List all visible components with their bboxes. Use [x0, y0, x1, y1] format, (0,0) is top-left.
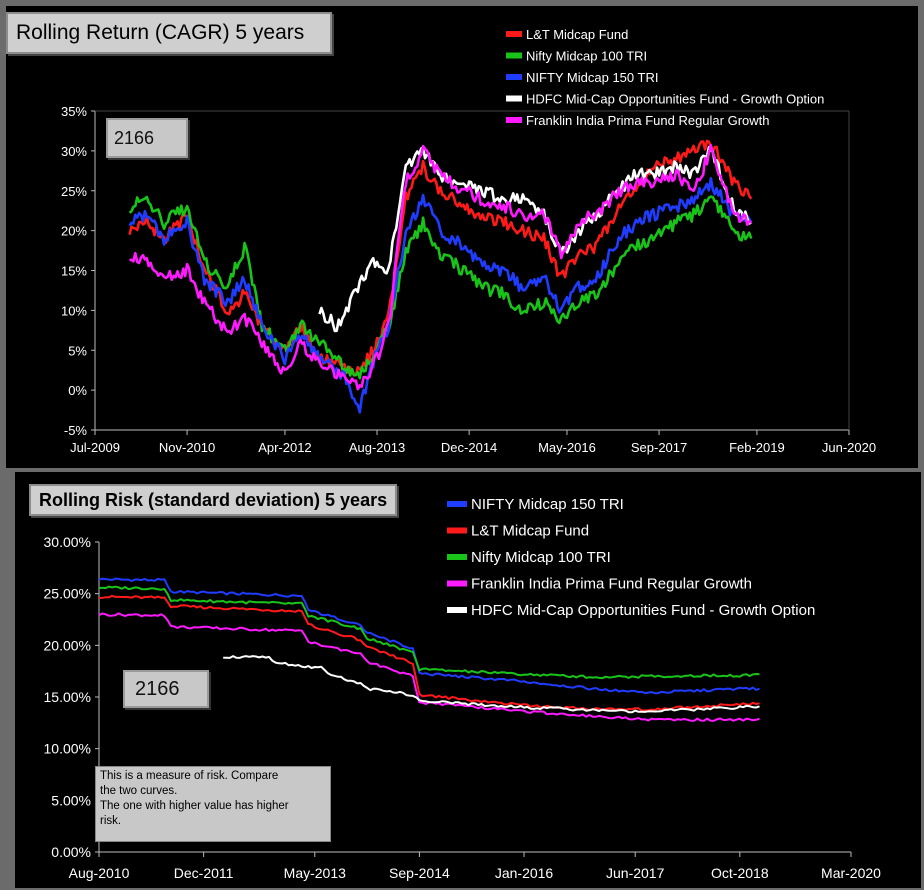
series-line	[98, 585, 760, 680]
legend-label: L&T Midcap Fund	[471, 523, 589, 540]
x-tick-label: Sep-2017	[631, 440, 687, 455]
legend-swatch	[447, 607, 467, 613]
x-tick-label: Feb-2019	[729, 440, 785, 455]
y-tick-label: 0%	[68, 383, 87, 398]
legend: NIFTY Midcap 150 TRI L&T Midcap Fund Nifty…	[447, 496, 815, 619]
x-tick-label: Jun-2020	[822, 440, 876, 455]
legend-swatch	[447, 554, 467, 560]
y-tick-label: -5%	[64, 423, 88, 438]
count-badge: 2166	[106, 118, 188, 158]
y-tick-label: 10.00%	[44, 741, 91, 757]
y-tick-label: 25%	[61, 184, 87, 199]
chart-title: Rolling Return (CAGR) 5 years	[6, 12, 332, 54]
y-tick-label: 15.00%	[44, 689, 91, 705]
x-tick-label: Oct-2018	[711, 865, 769, 881]
legend-label: NIFTY Midcap 150 TRI	[526, 70, 658, 85]
x-tick-label: Mar-2020	[821, 865, 881, 881]
y-tick-label: 0.00%	[51, 844, 91, 860]
rolling-return-chart-panel: Rolling Return (CAGR) 5 years -5% 0% 5% 10%…	[6, 6, 918, 468]
series-line	[98, 577, 760, 695]
legend-label: Franklin India Prima Fund Regular Growth	[471, 576, 752, 593]
legend-swatch	[447, 501, 467, 507]
legend-label: HDFC Mid-Cap Opportunities Fund - Growth…	[471, 602, 815, 619]
risk-note-line: This is a measure of risk. Compare	[100, 770, 279, 782]
y-tick-label: 5.00%	[51, 792, 91, 808]
legend: L&T Midcap Fund Nifty Midcap 100 TRI NIFTY…	[506, 27, 824, 128]
legend-swatch	[506, 74, 522, 80]
x-tick-label: Dec-2014	[441, 440, 497, 455]
x-tick-label: Dec-2011	[174, 865, 234, 881]
x-tick-label: Sep-2014	[389, 865, 450, 881]
x-tick-label: Jul-2009	[70, 440, 120, 455]
chart-title: Rolling Risk (standard deviation) 5 year…	[29, 484, 397, 516]
x-tick-label: Aug-2013	[349, 440, 405, 455]
y-tick-label: 30.00%	[44, 534, 91, 550]
legend-label: Nifty Midcap 100 TRI	[526, 49, 647, 64]
legend-swatch	[506, 95, 522, 102]
plot-area: -5% 0% 5% 10% 15% 20% 25% 30% 35% Jul-2009 Nov-201…	[61, 27, 876, 455]
x-tick-label: Apr-2012	[258, 440, 311, 455]
legend-label: Franklin India Prima Fund Regular Growth	[526, 113, 770, 128]
legend-label: HDFC Mid-Cap Opportunities Fund - Growth…	[526, 92, 824, 107]
count-badge: 2166	[123, 670, 209, 708]
y-tick-label: 20%	[61, 224, 87, 239]
x-tick-label: Jun-2017	[606, 865, 665, 881]
y-tick-label: 15%	[61, 264, 87, 279]
rolling-return-chart-svg: -5% 0% 5% 10% 15% 20% 25% 30% 35% Jul-2009 Nov-201…	[61, 27, 876, 455]
y-tick-label: 5%	[68, 343, 87, 358]
series-line	[128, 195, 753, 380]
rolling-risk-chart-panel: Rolling Risk (standard deviation) 5 year…	[15, 472, 921, 888]
x-tick-label: Aug-2010	[69, 865, 130, 881]
risk-note-line: risk.	[100, 815, 122, 827]
y-tick-label: 25.00%	[44, 586, 91, 602]
risk-note-line: The one with higher value has higher	[100, 800, 289, 812]
legend-swatch	[506, 31, 522, 37]
rolling-risk-chart-svg: 0.00% 5.00% 10.00% 15.00% 20.00% 25.00% 30.00%…	[44, 496, 882, 881]
x-tick-label: May-2013	[284, 865, 346, 881]
plot-area: 0.00% 5.00% 10.00% 15.00% 20.00% 25.00% 30.00%…	[44, 496, 882, 881]
series-line	[223, 655, 760, 714]
risk-note: This is a measure of risk. Compare the t…	[95, 766, 331, 842]
legend-label: Nifty Midcap 100 TRI	[471, 549, 611, 566]
y-tick-label: 35%	[61, 104, 87, 119]
risk-note-line: the two curves.	[100, 785, 178, 797]
legend-swatch	[506, 117, 522, 123]
y-tick-label: 20.00%	[44, 637, 91, 653]
series-line	[128, 177, 753, 414]
x-tick-label: Jan-2016	[495, 865, 554, 881]
legend-swatch	[506, 52, 522, 59]
legend-swatch	[447, 527, 467, 534]
legend-swatch	[447, 580, 467, 587]
series-line	[98, 594, 760, 712]
x-tick-label: May-2016	[538, 440, 596, 455]
series-line	[128, 139, 753, 377]
x-tick-label: Nov-2010	[159, 440, 215, 455]
y-tick-label: 10%	[61, 303, 87, 318]
y-tick-label: 30%	[61, 144, 87, 159]
legend-label: L&T Midcap Fund	[526, 27, 628, 42]
series-line	[318, 146, 752, 333]
series-line	[129, 144, 752, 391]
legend-label: NIFTY Midcap 150 TRI	[471, 496, 624, 513]
